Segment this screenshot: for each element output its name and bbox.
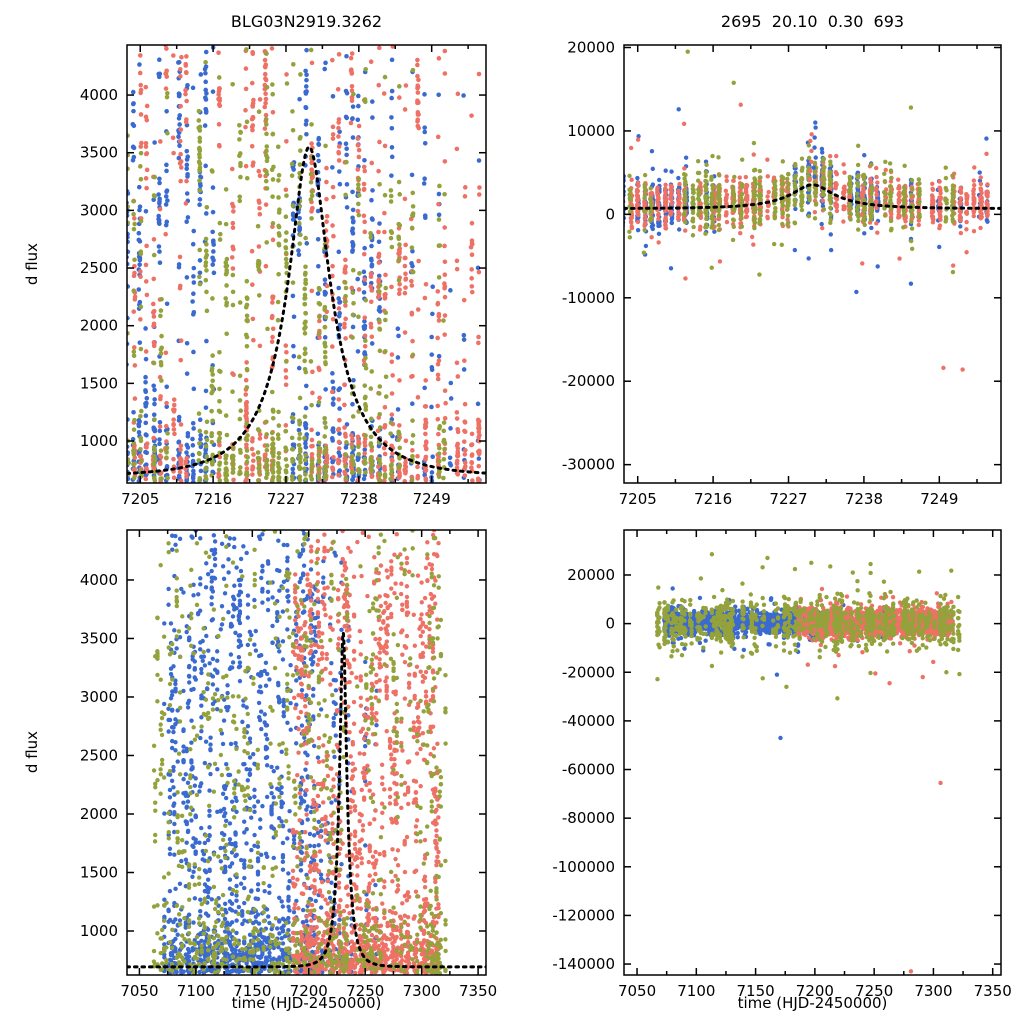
panel-top-left-plot <box>0 0 512 512</box>
bottom-right-xlabel: time (HJD-2450000) <box>737 994 888 1012</box>
panel-top-right-plot <box>512 0 1024 512</box>
panel-bottom-left-plot <box>0 512 512 1024</box>
top-left-ylabel: d flux <box>23 242 41 286</box>
top-right-title: 2695 20.10 0.30 693 <box>720 12 905 31</box>
panel-bottom-right-plot <box>512 512 1024 1024</box>
bottom-left-ylabel: d flux <box>23 730 41 774</box>
top-left-title: BLG03N2919.3262 <box>230 12 383 31</box>
bottom-left-xlabel: time (HJD-2450000) <box>231 994 382 1012</box>
